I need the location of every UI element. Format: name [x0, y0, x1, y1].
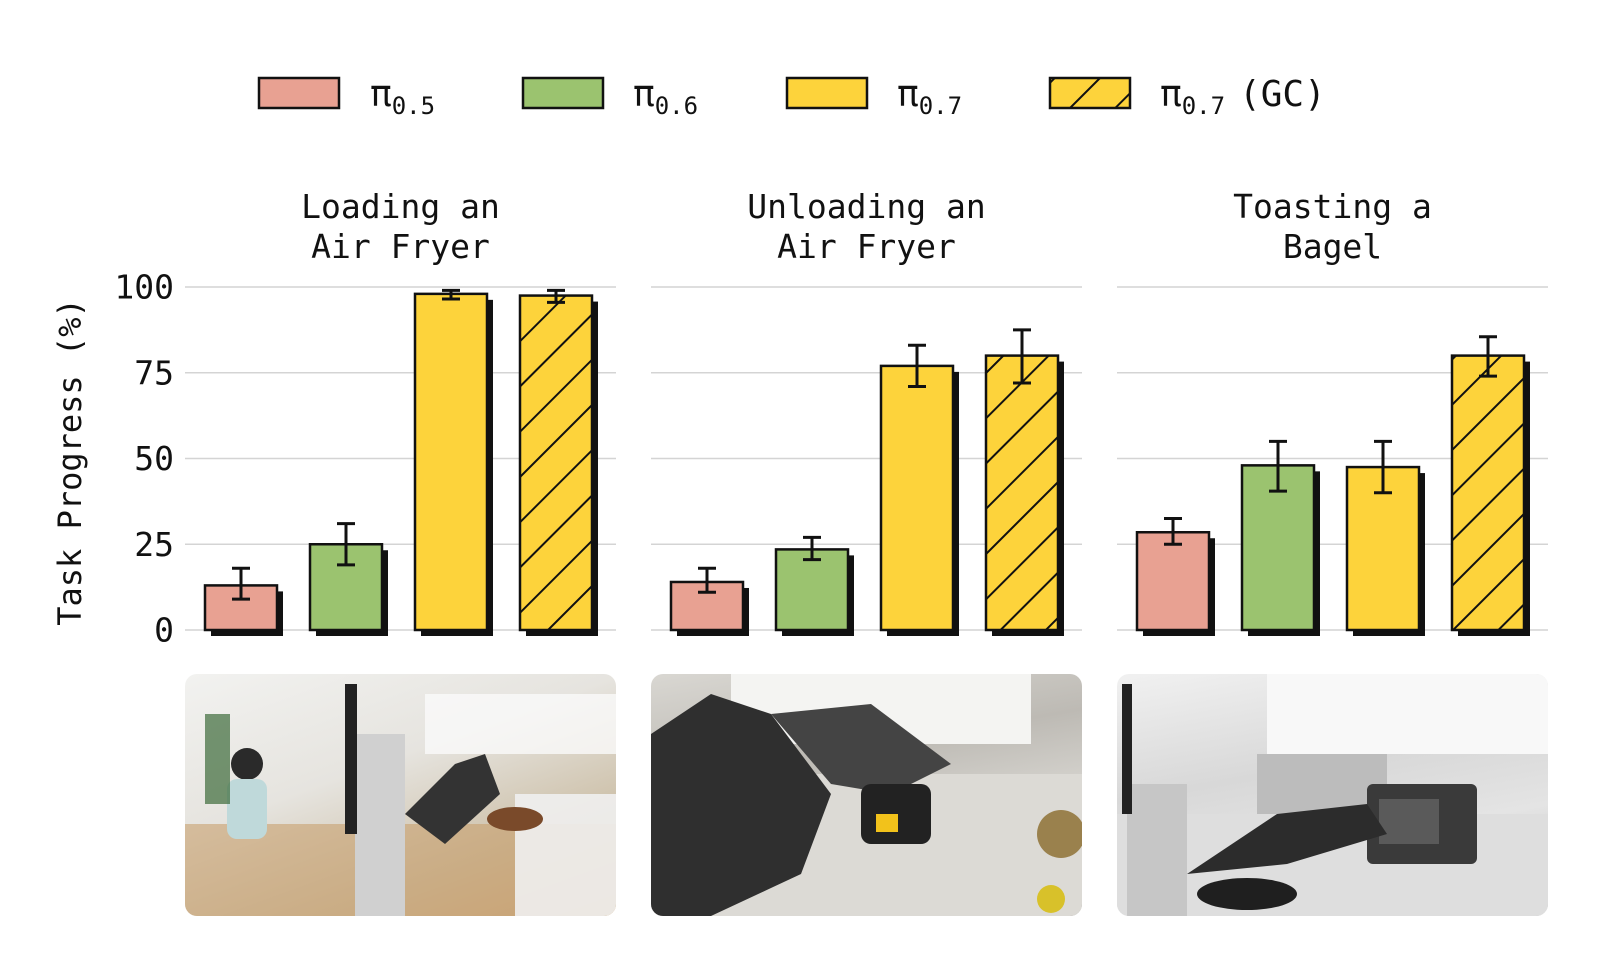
legend-swatch-hatched [1048, 76, 1132, 110]
bar [1240, 464, 1316, 632]
air-fryer-unloading-photo-icon [651, 674, 1082, 916]
air-fryer-loading-photo-icon [185, 674, 616, 916]
legend-symbol: π [370, 74, 392, 115]
bar [413, 292, 489, 632]
bar [1135, 530, 1211, 632]
legend-suffix: (GC) [1239, 74, 1326, 115]
legend-symbol: π [633, 74, 655, 115]
svg-text:π0.7(GC): π0.7 (GC) [1160, 74, 1326, 120]
y-tick-label: 25 [134, 525, 174, 564]
bar [774, 548, 850, 632]
legend-symbol: π [1160, 74, 1182, 115]
legend-swatch [785, 76, 869, 110]
bagel-toasting-photo-icon [1117, 674, 1548, 916]
legend-swatch [521, 76, 605, 110]
panel-title: Air Fryer [311, 227, 490, 266]
bar [1450, 354, 1526, 632]
svg-text:π0.6: π0.6 [633, 74, 698, 120]
bar [518, 294, 594, 632]
panel-title: Toasting a [1233, 187, 1432, 226]
legend-subscript: 0.7 [1182, 92, 1225, 120]
legend-symbol: π [897, 74, 919, 115]
legend: π0.5 π0.6 π0.7 π0.7 (GC) [257, 74, 1326, 120]
legend-entry-pi-0.5: π0.5 [257, 74, 435, 120]
y-ticks: 0 25 50 75 100 [114, 268, 174, 650]
legend-entry-pi-0.7: π0.7 [785, 74, 962, 120]
panel-title: Bagel [1283, 227, 1382, 266]
bar [879, 364, 955, 632]
panel-title: Air Fryer [777, 227, 956, 266]
panel-title: Loading an [301, 187, 500, 226]
y-axis-label: Task Progress (%) [51, 298, 89, 626]
y-tick-label: 50 [134, 439, 174, 478]
y-tick-label: 0 [154, 611, 174, 650]
y-tick-label: 100 [114, 268, 174, 307]
panel-title: Unloading an [747, 187, 985, 226]
svg-text:π0.7: π0.7 [897, 74, 962, 120]
legend-entry-pi-0.7-gc: π0.7 (GC) [1048, 74, 1326, 120]
y-tick-label: 75 [134, 353, 174, 392]
legend-subscript: 0.6 [655, 92, 698, 120]
legend-subscript: 0.7 [919, 92, 962, 120]
legend-entry-pi-0.6: π0.6 [521, 74, 698, 120]
bar [984, 354, 1060, 632]
legend-swatch [257, 76, 341, 110]
svg-text:π0.5: π0.5 [370, 74, 435, 120]
legend-subscript: 0.5 [392, 92, 435, 120]
